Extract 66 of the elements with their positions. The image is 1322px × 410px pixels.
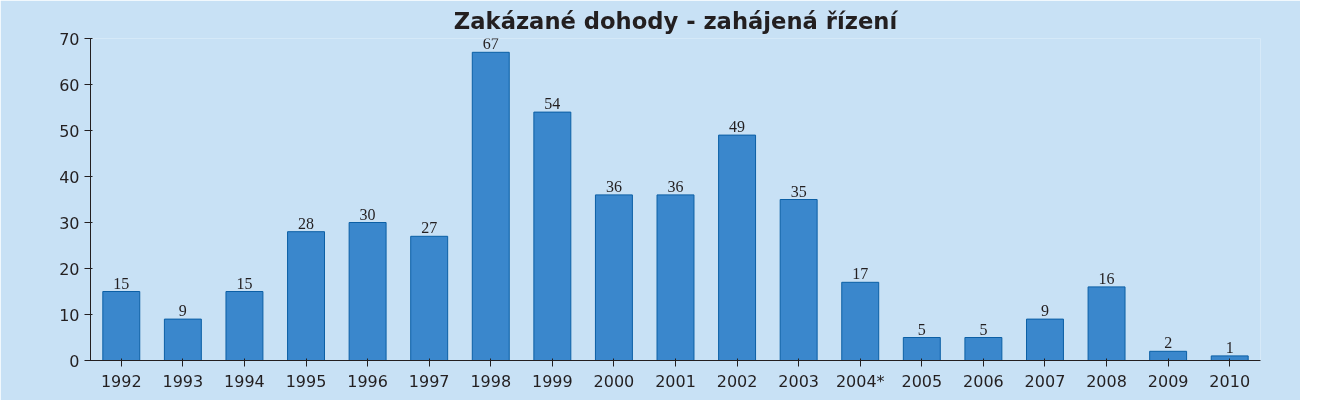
y-tick-label: 60: [59, 75, 80, 95]
bar: [656, 194, 695, 361]
x-tick-label: 2007: [1024, 371, 1066, 391]
bar: [1210, 355, 1249, 361]
bar: [779, 199, 818, 361]
data-label: 36: [605, 177, 622, 195]
data-label: 54: [544, 95, 561, 113]
bar: [533, 111, 572, 361]
bar: [718, 134, 757, 361]
bar: [1087, 286, 1126, 361]
x-tick-label: 2010: [1209, 371, 1251, 391]
bar: [287, 231, 325, 361]
data-label: 49: [729, 118, 746, 136]
x-tick-label: 2005: [901, 371, 943, 391]
y-tick-label: 40: [59, 167, 80, 187]
bar: [594, 194, 633, 361]
data-label: 30: [359, 205, 376, 223]
y-tick-label: 0: [69, 351, 80, 371]
x-tick-label: 1994: [224, 371, 265, 391]
x-tick-label: 2006: [963, 371, 1004, 391]
x-tick-label: 2000: [593, 371, 635, 391]
data-label: 67: [482, 35, 499, 53]
bar: [902, 337, 941, 361]
y-tick-label: 50: [59, 121, 80, 141]
x-tick-label: 1998: [470, 371, 512, 391]
y-tick-label: 70: [59, 29, 80, 49]
bar: [410, 235, 449, 361]
data-label: 17: [852, 265, 869, 283]
bar: [471, 51, 510, 361]
bar: [1026, 318, 1064, 361]
bar: [964, 337, 1003, 361]
data-label: 5: [979, 320, 988, 338]
x-tick-label: 2002: [716, 371, 758, 391]
data-label: 27: [421, 219, 438, 237]
y-tick-label: 20: [59, 259, 80, 279]
data-label: 15: [236, 274, 253, 292]
data-label: 16: [1098, 269, 1115, 287]
data-label: 9: [178, 302, 187, 320]
data-label: 5: [917, 320, 926, 338]
x-tick-label: 2009: [1147, 371, 1189, 391]
x-tick-label: 1993: [162, 371, 204, 391]
x-tick-label: 1995: [285, 371, 327, 391]
data-label: 1: [1225, 338, 1234, 356]
bar: [225, 291, 264, 361]
x-tick-label: 1996: [347, 371, 388, 391]
x-tick-label: 1997: [408, 371, 450, 391]
x-tick-label: 2004*: [835, 371, 885, 391]
data-label: 9: [1040, 302, 1049, 320]
chart-title: Zakázané dohody - zahájená řízení: [453, 7, 899, 34]
x-tick-label: 1992: [100, 371, 142, 391]
x-tick-label: 1999: [531, 371, 573, 391]
data-label: 15: [113, 274, 130, 292]
bar: [1149, 350, 1188, 361]
bar: [348, 222, 387, 361]
data-label: 2: [1164, 334, 1173, 352]
bar: [163, 318, 202, 361]
x-tick-label: 2001: [655, 371, 696, 391]
x-tick-label: 2003: [778, 371, 820, 391]
y-tick-label: 30: [59, 213, 80, 233]
x-tick-label: 2008: [1086, 371, 1127, 391]
data-label: 36: [667, 177, 684, 195]
y-tick-label: 10: [59, 305, 80, 325]
bar: [841, 281, 880, 361]
bar: [102, 291, 141, 361]
data-label: 35: [790, 182, 807, 200]
data-label: 28: [298, 214, 315, 232]
